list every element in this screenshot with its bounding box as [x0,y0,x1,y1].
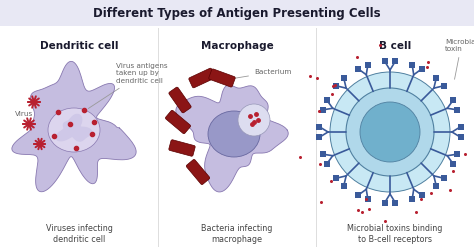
FancyBboxPatch shape [320,151,326,157]
FancyBboxPatch shape [189,68,215,88]
FancyBboxPatch shape [382,200,388,206]
FancyBboxPatch shape [317,124,322,130]
FancyBboxPatch shape [341,75,347,81]
Text: Dendritic cell: Dendritic cell [40,41,118,51]
FancyBboxPatch shape [317,134,322,140]
Text: B cell: B cell [379,41,411,51]
FancyBboxPatch shape [324,97,330,103]
Text: Microbial toxins binding
to B-cell receptors: Microbial toxins binding to B-cell recep… [347,224,443,244]
FancyBboxPatch shape [454,151,460,157]
FancyBboxPatch shape [440,83,447,89]
Ellipse shape [208,111,260,157]
FancyBboxPatch shape [419,192,425,198]
FancyBboxPatch shape [355,66,361,72]
FancyBboxPatch shape [209,69,235,87]
Text: Virus antigens
taken up by
dendritic cell: Virus antigens taken up by dendritic cel… [88,63,168,108]
FancyBboxPatch shape [409,62,415,68]
FancyBboxPatch shape [382,59,388,64]
Text: Bacterium: Bacterium [227,69,292,80]
Polygon shape [12,61,136,192]
FancyBboxPatch shape [450,161,456,167]
FancyBboxPatch shape [365,196,371,202]
Text: Microbial
toxin: Microbial toxin [445,38,474,79]
Polygon shape [56,114,91,141]
FancyBboxPatch shape [450,97,456,103]
FancyBboxPatch shape [165,110,191,134]
FancyBboxPatch shape [457,124,464,130]
FancyBboxPatch shape [440,175,447,181]
Circle shape [346,88,434,176]
FancyBboxPatch shape [392,200,398,206]
FancyBboxPatch shape [324,161,330,167]
FancyBboxPatch shape [457,134,464,140]
Text: Macrophage: Macrophage [201,41,273,51]
FancyBboxPatch shape [169,140,195,156]
FancyBboxPatch shape [333,83,339,89]
FancyBboxPatch shape [454,107,460,113]
FancyBboxPatch shape [392,59,398,64]
FancyBboxPatch shape [409,196,415,202]
FancyBboxPatch shape [433,183,439,188]
Text: Viruses infecting
dendritic cell: Viruses infecting dendritic cell [46,224,112,244]
FancyBboxPatch shape [365,62,371,68]
Circle shape [360,102,420,162]
Text: Different Types of Antigen Presenting Cells: Different Types of Antigen Presenting Ce… [93,6,381,20]
Polygon shape [176,85,288,192]
FancyBboxPatch shape [419,66,425,72]
FancyBboxPatch shape [320,107,326,113]
Circle shape [238,104,270,136]
Text: Virus: Virus [15,111,33,117]
Bar [0,0,474,26]
FancyBboxPatch shape [433,75,439,81]
Text: Bacteria infecting
macrophage: Bacteria infecting macrophage [201,224,273,244]
FancyBboxPatch shape [355,192,361,198]
FancyBboxPatch shape [186,159,210,185]
FancyBboxPatch shape [333,175,339,181]
Circle shape [330,72,450,192]
FancyBboxPatch shape [169,87,191,113]
FancyBboxPatch shape [341,183,347,188]
Ellipse shape [48,108,100,152]
